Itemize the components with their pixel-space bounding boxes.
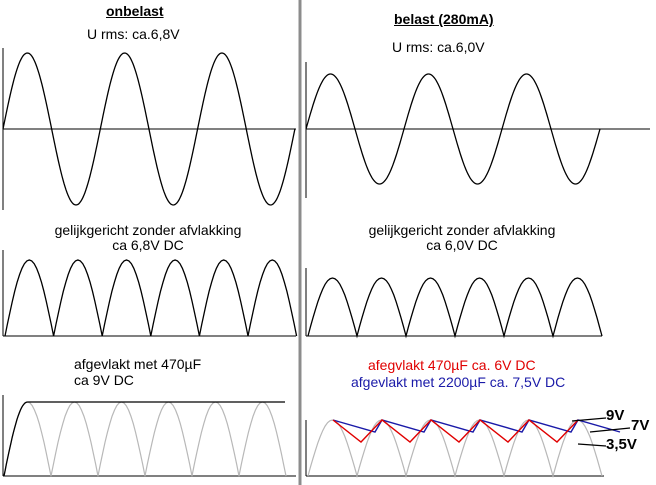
ac-sine-loaded [305, 73, 601, 185]
label-3-5v: 3,5V [606, 436, 637, 453]
smoothed-title-unloaded: afgevlakt met 470µF [74, 356, 202, 372]
rectified-wave-loaded [307, 277, 603, 339]
rectified-value-unloaded: ca 6,8V DC [112, 237, 184, 253]
label-7v: 7V [631, 417, 650, 434]
rectified-title-unloaded: gelijkgericht zonder afvlakking [54, 222, 242, 238]
ac-sine-unloaded [2, 52, 296, 206]
rectified-value-loaded: ca 6,0V DC [426, 237, 498, 253]
axes-group [2, 48, 650, 477]
charge-edge-unloaded [3, 401, 28, 477]
waveforms-group [2, 52, 631, 479]
ghost-arches-unloaded [3, 401, 287, 477]
smoothed-2200-loaded: afgevlakt met 2200µF ca. 7,5V DC [351, 374, 566, 390]
rms-loaded: U rms: ca.6,0V [392, 39, 485, 55]
marker-3-5v [577, 443, 607, 447]
rectified-title-loaded: gelijkgericht zonder afvlakking [368, 222, 556, 238]
ripple-470uf-loaded [332, 419, 579, 443]
marker-9v [571, 417, 607, 422]
heading-unloaded: onbelast [106, 3, 164, 19]
marker-7v [589, 427, 631, 433]
label-9v: 9V [606, 407, 625, 424]
smoothed-470-loaded: afegvlakt 470µF ca. 6V DC [368, 357, 536, 373]
rms-unloaded: U rms: ca.6,8V [87, 26, 180, 42]
rectified-wave-unloaded [4, 259, 298, 337]
ghost-arches-loaded [307, 419, 603, 479]
smoothed-value-unloaded: ca 9V DC [74, 372, 134, 388]
heading-loaded: belast (280mA) [394, 11, 494, 27]
